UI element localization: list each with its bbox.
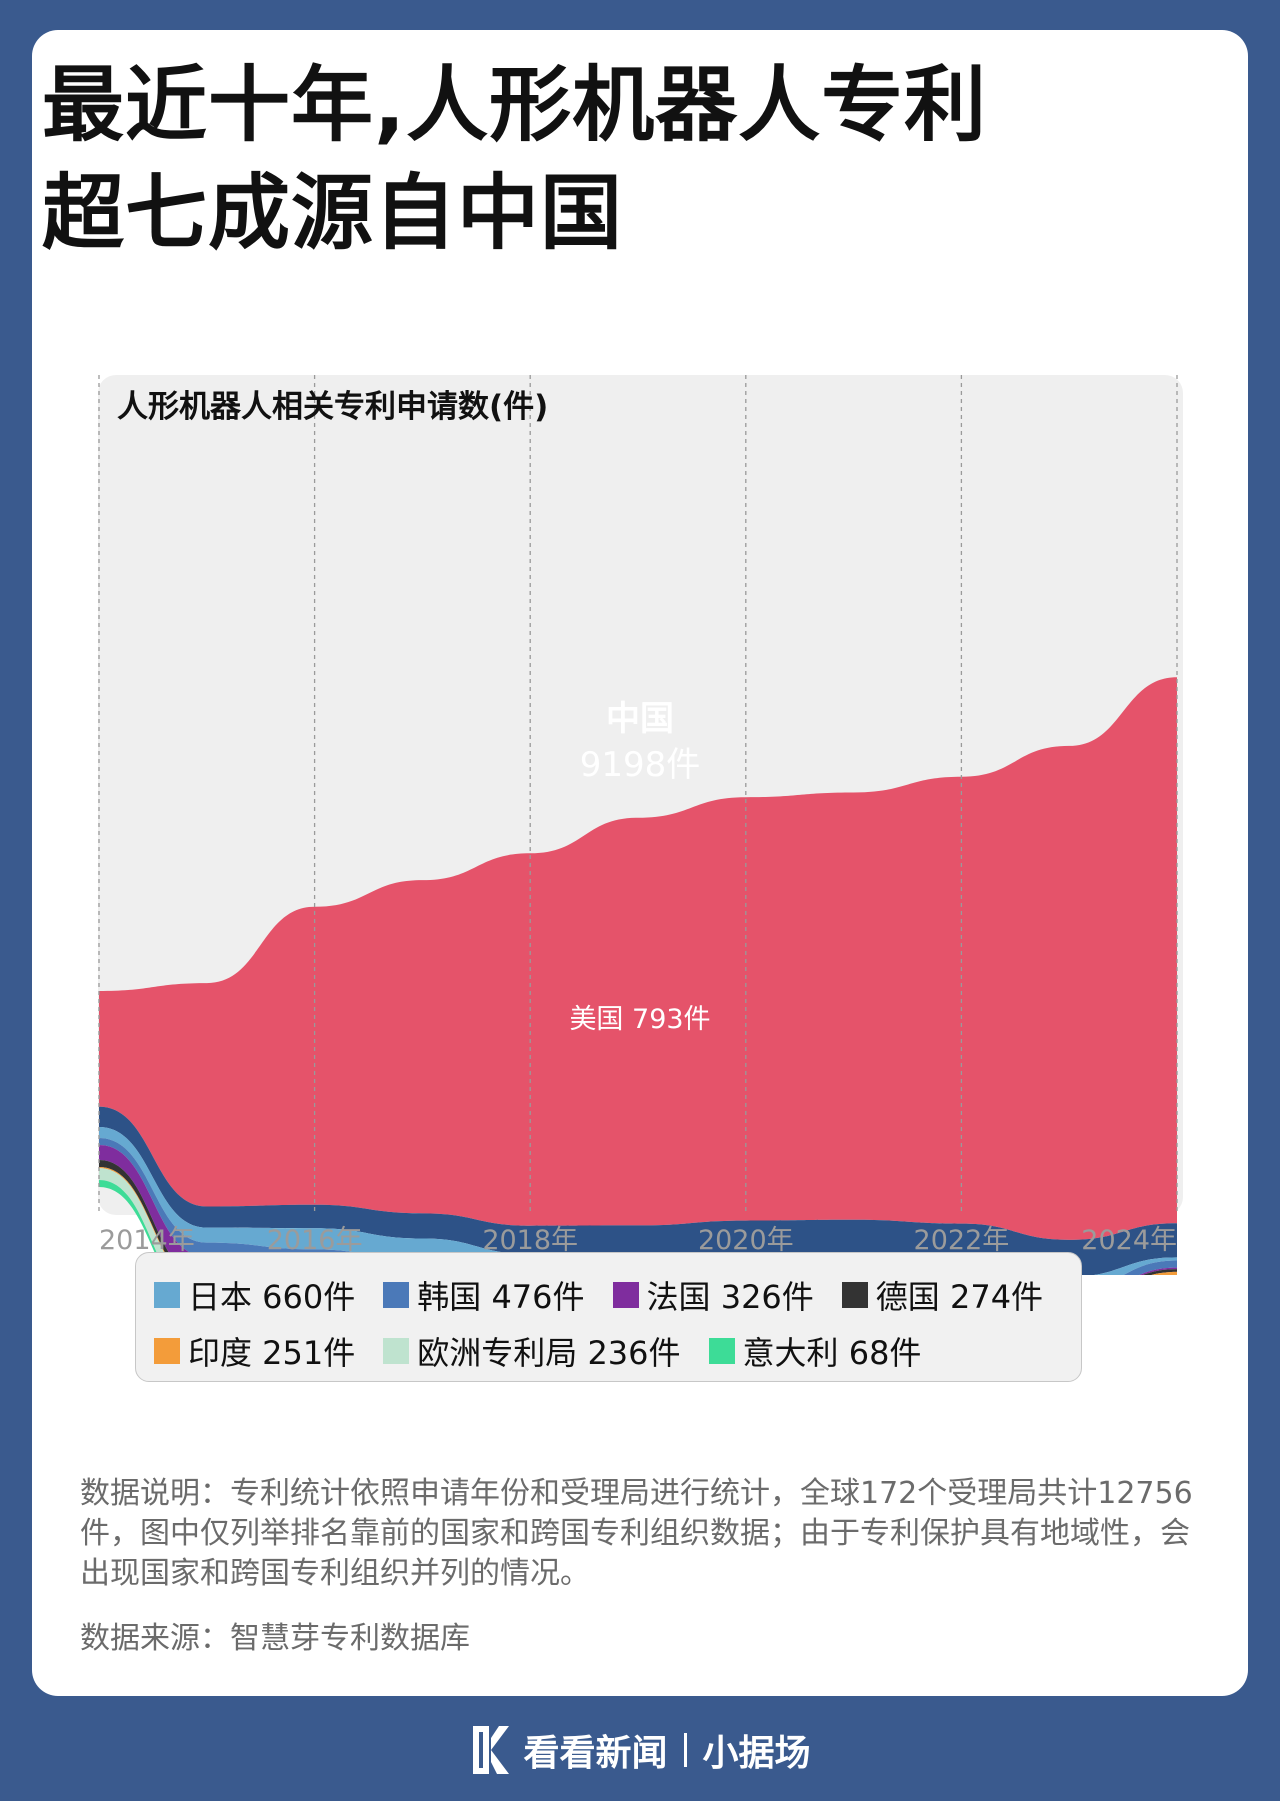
legend-label-france: 法国 326件 — [646, 1278, 814, 1316]
legend-label-epo: 欧洲专利局 236件 — [417, 1334, 681, 1372]
legend-label-germany: 德国 274件 — [875, 1278, 1044, 1316]
legend-item-italy: 意大利 68件 — [708, 1328, 922, 1374]
stream-layer-中国 — [99, 677, 1177, 1240]
legend-swatch-japan — [154, 1282, 180, 1308]
label-china-name: 中国 — [606, 699, 674, 739]
title-line-2: 超七成源自中国 — [42, 166, 624, 261]
legend-item-france: 法国 326件 — [612, 1272, 814, 1318]
legend-label-india: 印度 251件 — [188, 1334, 356, 1372]
chart-title: 人形机器人相关专利申请数(件) — [117, 389, 548, 425]
footer-divider — [683, 1733, 687, 1767]
legend-item-germany: 德国 274件 — [841, 1272, 1044, 1318]
stream-layer-日本 — [99, 1127, 1177, 1275]
legend-swatch-france — [612, 1282, 639, 1308]
legend-item-india: 印度 251件 — [154, 1328, 355, 1374]
legend-label-korea: 韩国 476件 — [417, 1278, 585, 1316]
x-tick-label: 2018年 — [482, 1225, 578, 1256]
stream-layer-欧洲专利局 — [99, 1168, 179, 1275]
legend-swatch-germany — [841, 1282, 868, 1308]
legend-row-1: 日本 660件 韩国 476件 法国 326件 德国 274件 — [154, 1267, 1081, 1323]
chart-svg: 2014年 2016年 2018年 2020年 2022年 2024年 人形机器人相关专利申… — [98, 375, 1183, 1275]
x-tick-label: 2016年 — [267, 1225, 363, 1256]
stream-layer-美国 — [99, 1106, 1177, 1275]
legend-label-japan: 日本 660件 — [188, 1278, 356, 1316]
footer-brand-name: 看看新闻 — [523, 1733, 668, 1774]
legend-swatch-india — [154, 1338, 180, 1364]
legend-item-korea: 韩国 476件 — [383, 1272, 585, 1318]
legend-row-2: 印度 251件 欧洲专利局 236件 意大利 68件 — [154, 1323, 1081, 1379]
legend-swatch-epo — [383, 1338, 410, 1364]
label-china-value: 9198件 — [580, 745, 701, 785]
x-tick-label: 2020年 — [698, 1225, 794, 1256]
footer-brand-bar: 看看新闻 小据场 — [0, 1710, 1280, 1790]
title-line-1: 最近十年,人形机器人专利 — [42, 58, 988, 153]
x-tick-label: 2014年 — [99, 1225, 195, 1256]
x-tick-label: 2022年 — [914, 1225, 1010, 1256]
x-tick-label: 2024年 — [1081, 1225, 1177, 1256]
data-source: 数据来源：智慧芽专利数据库 — [80, 1621, 470, 1656]
legend-item-epo: 欧洲专利局 236件 — [383, 1328, 681, 1374]
legend-swatch-korea — [383, 1282, 410, 1308]
kankan-logo-icon — [473, 1726, 510, 1774]
label-usa: 美国 793件 — [569, 1004, 710, 1035]
footer-sub-brand: 小据场 — [702, 1733, 811, 1774]
legend-swatch-italy — [708, 1338, 735, 1364]
streamgraph-chart: 2014年 2016年 2018年 2020年 2022年 2024年 人形机器人相关专利申… — [65, 345, 1184, 1275]
legend-item-japan: 日本 660件 — [154, 1272, 355, 1318]
chart-legend: 日本 660件 韩国 476件 法国 326件 德国 274件 印度 251件 … — [135, 1252, 1082, 1382]
data-note: 数据说明：专利统计依照申请年份和受理局进行统计，全球172个受理局共计12756… — [80, 1476, 1193, 1591]
page-title: 最近十年,人形机器人专利 超七成源自中国 — [42, 52, 1202, 268]
legend-label-italy: 意大利 68件 — [742, 1334, 922, 1372]
